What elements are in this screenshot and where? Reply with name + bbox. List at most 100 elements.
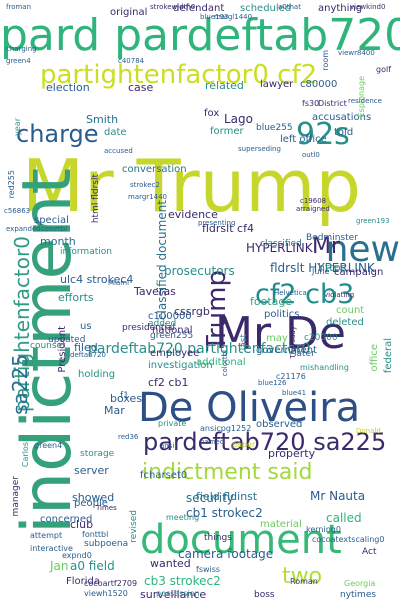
word-property: property — [268, 447, 316, 460]
word-us: us — [80, 321, 92, 332]
word-cb3-strokec2: cb3 strokec2 — [144, 574, 221, 588]
word-pardeftab720-partight: pardeftab720 partightenfactor0 — [88, 341, 311, 357]
word-document: document — [140, 517, 342, 563]
word-partightenfactor-top: partightenfactor0 cf2 — [40, 60, 318, 90]
word-showed: showed — [72, 491, 115, 504]
word-classified-document: classified document — [155, 200, 169, 321]
word-subpoena: subpoena — [84, 539, 129, 549]
word-green4: green4 — [6, 57, 31, 65]
word-case: case — [128, 81, 154, 94]
word-fonttbl: fonttbl — [82, 530, 109, 539]
word-florida: Florida — [66, 576, 101, 587]
word-margr1440: margr1440 — [128, 193, 167, 201]
word-blue255: blue255 — [256, 123, 293, 133]
word-colortbl: colortbl — [221, 350, 229, 377]
word-revised: revised — [129, 510, 139, 543]
word-expnd0: expnd0 — [62, 551, 92, 560]
word-cf2-cb1: cf2 cb1 — [148, 376, 189, 389]
word-politics: politics — [264, 309, 300, 320]
word-act: Act — [362, 547, 377, 557]
word-original: original — [110, 7, 148, 18]
word-federal: federal — [383, 338, 394, 374]
word-c20000: c20000 — [304, 333, 338, 343]
word-june: June — [312, 267, 330, 276]
word-private: private — [158, 419, 187, 428]
word-possession: possession — [156, 589, 200, 598]
word-ulc4: ulc4 strokec4 — [60, 273, 134, 286]
word-c21176: c21176 — [276, 372, 306, 381]
word-donald: Donald — [356, 427, 381, 435]
word-cocoartf2709: cocoartf2709 — [84, 579, 138, 588]
word-government: government — [256, 345, 317, 356]
word-golf: golf — [376, 65, 392, 74]
word-prosecutors: prosecutors — [164, 264, 235, 278]
word-c80000: c80000 — [300, 79, 338, 90]
word-boxes: boxes — [110, 392, 143, 405]
word-blue41: blue41 — [282, 389, 307, 397]
word-carlos: Carlos — [21, 442, 30, 468]
word-deleted: deleted — [326, 317, 364, 328]
word-green4-lower: green4 — [34, 441, 63, 450]
word-georgia: Georgia — [344, 579, 376, 588]
word-election: election — [46, 81, 90, 94]
word-blue193: blue193 — [200, 13, 229, 21]
word-de-oliveira: De Oliveira — [138, 385, 361, 431]
word-count: count — [336, 305, 365, 316]
word-presidential: presidential — [122, 323, 175, 333]
word-evidence: evidence — [168, 208, 218, 221]
word-hyperlink: HYPERLINK — [246, 241, 313, 255]
word-viewkind0: viewkind0 — [350, 3, 386, 11]
word-expandedcolortbl: expandedcolortbl — [6, 225, 68, 233]
word-former: former — [210, 126, 244, 137]
word-pardeftab720-sa225: pardeftab720 sa225 — [143, 428, 387, 456]
word-viewr8400: viewr8400 — [338, 49, 375, 57]
word-c56863: c56863 — [4, 207, 31, 215]
word-national: national — [152, 325, 193, 336]
word-bedminster: Bedminster — [306, 233, 358, 243]
word-special: special — [34, 215, 69, 226]
word-manager: manager — [11, 476, 21, 517]
word-two: two — [282, 564, 323, 589]
word-observed: observed — [256, 419, 303, 430]
word-year: year — [13, 118, 22, 136]
word-people: people — [74, 498, 108, 509]
word-red255: red255 — [7, 170, 16, 199]
word-last: last — [239, 334, 249, 351]
word-cb1-strokec2: cb1 strokec2 — [186, 506, 263, 520]
word-server: server — [74, 464, 109, 477]
word-https: https — [318, 261, 347, 274]
word-ansi: ansi — [160, 442, 175, 450]
word-surveillance: surveillance — [140, 588, 207, 600]
word-wanted: wanted — [150, 557, 191, 570]
word-fswiss: fswiss — [196, 565, 221, 574]
word-employee: employee — [150, 348, 200, 359]
word-added: added — [148, 319, 177, 329]
word-sa225: sa225 — [8, 354, 32, 415]
word-roman: Roman — [290, 577, 318, 586]
word-campaign: campaign — [334, 267, 384, 278]
word-fldrslt-cf4: fldrslt cf4 — [202, 222, 254, 235]
word-new: new — [325, 229, 400, 270]
word-lago: Lago — [224, 112, 253, 126]
word-classified: classified — [260, 239, 302, 249]
word-field-fldinst: field fldinst — [196, 490, 258, 503]
word-related: related — [205, 79, 244, 92]
word-f1: f1 — [120, 391, 129, 401]
word-camera-footage: camera footage — [178, 547, 274, 561]
word-mar: Mar — [104, 404, 125, 417]
word-red36: red36 — [118, 433, 139, 441]
word-concerned: concerned — [40, 514, 93, 525]
word-c19608: c19608 — [300, 197, 327, 205]
word-defendant: defendant — [173, 3, 225, 14]
word-office: office — [369, 344, 380, 372]
word-times: Times — [96, 504, 117, 512]
word-mr-de: Mr De — [215, 308, 346, 359]
word-accused: accused — [104, 147, 133, 155]
word-residence: residence — [348, 97, 382, 105]
word-boss: boss — [254, 590, 275, 600]
word-arraigned: arraigned — [296, 205, 330, 213]
word-margl1440: margl1440 — [214, 13, 253, 21]
word-material: material — [260, 519, 302, 530]
word-paper: paper — [232, 440, 256, 449]
